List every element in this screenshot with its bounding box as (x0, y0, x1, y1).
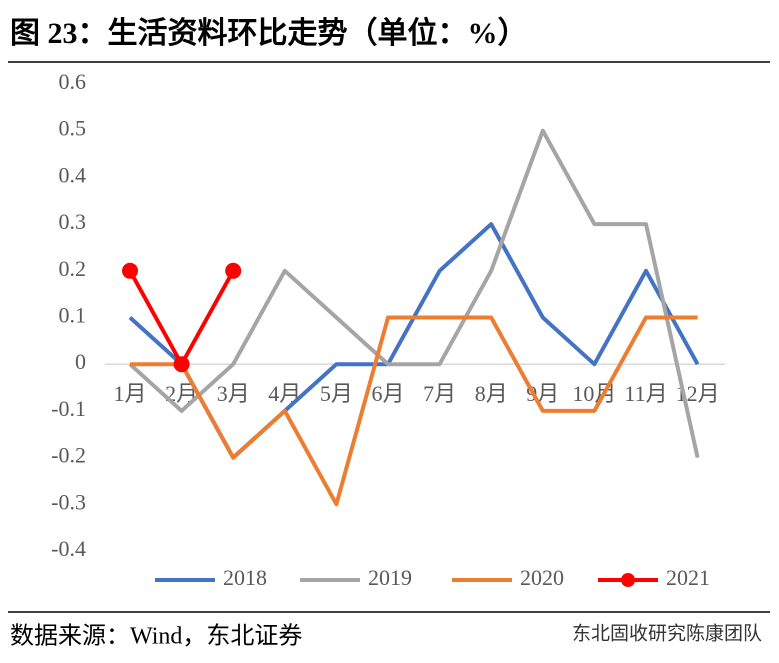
x-tick-label: 7月 (423, 381, 456, 406)
legend-label: 2020 (520, 565, 564, 590)
x-tick-label: 11月 (624, 381, 667, 406)
legend-label: 2019 (368, 565, 412, 590)
legend-label: 2018 (223, 565, 267, 590)
x-tick-label: 1月 (113, 381, 146, 406)
watermark: 东北固收研究陈康团队 (572, 623, 762, 645)
y-tick-label: 0 (75, 349, 86, 374)
y-tick-label: 0.2 (59, 256, 87, 281)
y-tick-label: 0.6 (59, 69, 87, 94)
point (225, 262, 242, 279)
y-tick-label: 0.4 (59, 162, 87, 187)
source: 数据来源：Wind，东北证券 (10, 623, 302, 650)
point (173, 356, 190, 373)
x-tick-label: 5月 (320, 381, 353, 406)
x-tick-label: 6月 (371, 381, 404, 406)
legend-marker (621, 573, 635, 587)
point (122, 262, 138, 279)
y-tick-label: -0.2 (51, 443, 86, 468)
y-tick-label: 0.3 (59, 209, 87, 234)
x-tick-label: 3月 (217, 381, 250, 406)
y-tick-label: -0.4 (51, 536, 86, 561)
series-line (128, 128, 700, 459)
series-line (130, 315, 698, 507)
x-tick-label: 8月 (475, 381, 508, 406)
y-tick-label: 0.5 (59, 116, 87, 141)
y-tick-label: -0.3 (51, 489, 86, 514)
series-line (128, 269, 235, 367)
y-tick-label: -0.1 (51, 396, 86, 421)
legend-label: 2021 (666, 565, 710, 590)
y-tick-label: 0.1 (59, 303, 87, 328)
chart-title: 图 23：生活资料环比走势（单位：%） (10, 16, 528, 50)
